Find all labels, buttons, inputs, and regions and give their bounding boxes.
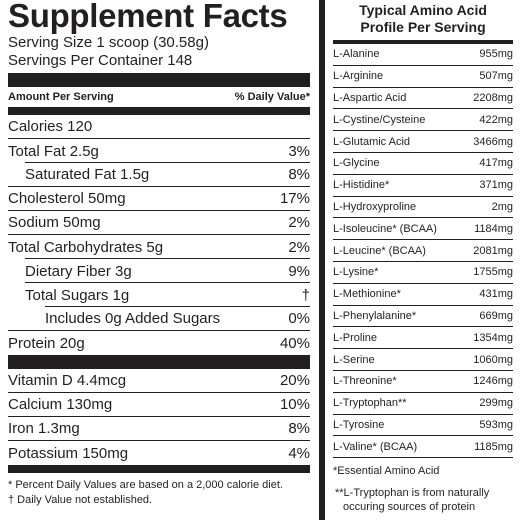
panel-divider xyxy=(319,0,325,520)
amino-acid-amount: 299mg xyxy=(479,397,513,410)
amino-acid-row: L-Methionine* 431mg xyxy=(333,284,513,306)
daily-value-footnote: * Percent Daily Values are based on a 2,… xyxy=(8,479,283,506)
amino-acid-row: L-Histidine* 371mg xyxy=(333,175,513,197)
amino-title-rule xyxy=(333,40,513,44)
nutrient-row-calories: Calories 120 xyxy=(8,115,310,139)
medium-rule xyxy=(8,107,310,115)
amino-acid-name: L-Proline xyxy=(333,331,378,344)
essential-amino-note: *Essential Amino Acid xyxy=(333,465,440,478)
amino-acid-name: L-Lysine* xyxy=(333,266,379,279)
amino-acid-name: L-Serine xyxy=(333,353,375,366)
amino-acid-amount: 1185mg xyxy=(474,440,513,453)
daily-value-header: % Daily Value* xyxy=(234,91,310,103)
amino-acid-name: L-Leucine* (BCAA) xyxy=(333,244,426,257)
amino-acid-name: L-Valine* (BCAA) xyxy=(333,440,418,453)
amino-acid-amount: 422mg xyxy=(479,113,513,126)
vitamin-row-vitamin-d: Vitamin D 4.4mcg 20% xyxy=(8,369,310,393)
amino-acid-name: L-Arginine xyxy=(333,70,384,83)
amino-title: Typical Amino Acid Profile Per Serving xyxy=(359,2,487,35)
nutrient-row-sodium: Sodium 50mg 2% xyxy=(8,211,310,235)
nutrient-row-cholesterol: Cholesterol 50mg 17% xyxy=(8,187,310,211)
amino-acid-name: L-Isoleucine* (BCAA) xyxy=(333,222,437,235)
nutrient-row-total-sugars: Total Sugars 1g † xyxy=(8,283,310,307)
amino-acid-name: L-Hydroxyproline xyxy=(333,200,417,213)
amino-acid-name: L-Threonine* xyxy=(333,375,397,388)
amino-acid-name: L-Tyrosine xyxy=(333,418,385,431)
amino-acid-amount: 955mg xyxy=(479,48,513,61)
thick-rule xyxy=(8,73,310,87)
amino-acid-row: L-Proline 1354mg xyxy=(333,327,513,350)
amino-acid-name: L-Tryptophan** xyxy=(333,397,407,410)
amino-acid-row: L-Arginine 507mg xyxy=(333,66,513,88)
amino-acid-name: L-Alanine xyxy=(333,48,380,61)
amino-acid-name: L-Histidine* xyxy=(333,179,390,192)
amino-acid-name: L-Phenylalanine* xyxy=(333,309,417,322)
amino-acid-row: L-Aspartic Acid 2208mg xyxy=(333,88,513,110)
amino-acid-amount: 593mg xyxy=(479,418,513,431)
amino-acid-name: L-Methionine* xyxy=(333,288,401,301)
amino-acid-amount: 371mg xyxy=(479,179,513,192)
amino-acid-row: L-Glutamic Acid 3466mg xyxy=(333,131,513,153)
amino-acid-amount: 1755mg xyxy=(473,266,513,279)
amino-acid-list: L-Alanine 955mg L-Arginine 507mg L-Aspartic … xyxy=(333,44,513,459)
amino-acid-row: L-Valine* (BCAA) 1185mg xyxy=(333,436,513,459)
amino-acid-amount: 1184mg xyxy=(474,222,513,235)
thick-rule-vitamins xyxy=(8,355,310,369)
amino-acid-name: L-Cystine/Cysteine xyxy=(333,113,426,126)
nutrient-row-saturated-fat: Saturated Fat 1.5g 8% xyxy=(8,163,310,187)
amino-acid-row: L-Alanine 955mg xyxy=(333,44,513,66)
vitamin-row-potassium: Potassium 150mg 4% xyxy=(8,444,310,462)
amino-acid-row: L-Isoleucine* (BCAA) 1184mg xyxy=(333,218,513,241)
amino-acid-row: L-Lysine* 1755mg xyxy=(333,262,513,284)
amino-acid-amount: 669mg xyxy=(479,309,513,322)
amount-per-serving-header: Amount Per Serving xyxy=(8,91,114,103)
amino-acid-name: L-Glutamic Acid xyxy=(333,135,411,148)
amino-acid-amount: 507mg xyxy=(479,70,513,83)
column-header: Amount Per Serving % Daily Value* xyxy=(8,87,310,107)
amino-acid-amount: 431mg xyxy=(479,288,513,301)
medium-rule-bottom xyxy=(8,465,310,473)
amino-acid-amount: 1246mg xyxy=(473,375,513,388)
servings-per-container: Servings Per Container 148 xyxy=(8,52,193,69)
tryptophan-note: **L-Tryptophan is from naturally occurin… xyxy=(335,487,490,514)
amino-acid-amount: 1060mg xyxy=(473,353,513,366)
amino-acid-name: L-Glycine xyxy=(333,157,380,170)
amino-acid-row: L-Leucine* (BCAA) 2081mg xyxy=(333,240,513,262)
amino-acid-row: L-Hydroxyproline 2mg xyxy=(333,197,513,219)
amino-acid-amount: 1354mg xyxy=(473,331,513,344)
panel-title: Supplement Facts xyxy=(8,0,288,34)
amino-acid-row: L-Cystine/Cysteine 422mg xyxy=(333,109,513,132)
nutrient-row-dietary-fiber: Dietary Fiber 3g 9% xyxy=(8,259,310,283)
amino-acid-row: L-Phenylalanine* 669mg xyxy=(333,306,513,328)
amino-acid-amount: 417mg xyxy=(479,157,513,170)
vitamin-row-iron: Iron 1.3mg 8% xyxy=(8,417,310,441)
amino-acid-row: L-Glycine 417mg xyxy=(333,153,513,175)
nutrient-row-total-fat: Total Fat 2.5g 3% xyxy=(8,139,310,163)
nutrient-row-protein: Protein 20g 40% xyxy=(8,334,310,352)
vitamin-row-calcium: Calcium 130mg 10% xyxy=(8,393,310,417)
amino-acid-row: L-Tryptophan** 299mg xyxy=(333,393,513,415)
amino-acid-amount: 2mg xyxy=(491,200,513,213)
amino-acid-profile-panel: Typical Amino Acid Profile Per Serving L… xyxy=(333,0,513,514)
amino-acid-amount: 2081mg xyxy=(473,244,513,257)
amino-acid-name: L-Aspartic Acid xyxy=(333,91,407,104)
amino-acid-row: L-Threonine* 1246mg xyxy=(333,371,513,393)
amino-acid-amount: 3466mg xyxy=(473,135,513,148)
nutrient-row-total-carbohydrates: Total Carbohydrates 5g 2% xyxy=(8,235,310,259)
amino-acid-row: L-Serine 1060mg xyxy=(333,349,513,371)
amino-acid-row: L-Tyrosine 593mg xyxy=(333,415,513,437)
serving-size: Serving Size 1 scoop (30.58g) xyxy=(8,34,209,51)
nutrient-row-added-sugars: Includes 0g Added Sugars 0% xyxy=(8,307,310,331)
amino-acid-amount: 2208mg xyxy=(473,91,513,104)
supplement-facts-panel: Supplement Facts Serving Size 1 scoop (3… xyxy=(8,0,310,508)
